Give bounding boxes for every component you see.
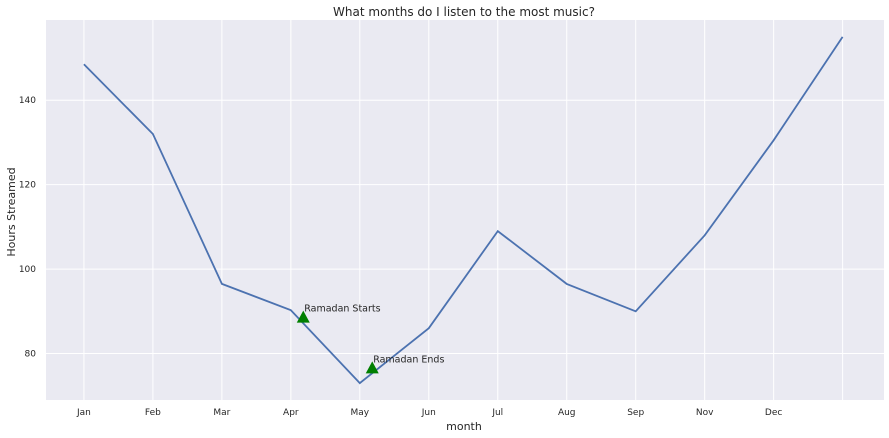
x-tick-label: May	[351, 408, 370, 418]
x-tick-label: Dec	[765, 408, 782, 418]
annotation-marker	[365, 361, 379, 374]
y-tick-label: 140	[19, 96, 36, 106]
grid-lines	[46, 20, 884, 400]
x-tick-label: Sep	[627, 408, 644, 418]
series-line	[83, 36, 844, 385]
y-tick-label: 120	[19, 181, 36, 191]
y-tick-label: 100	[19, 265, 36, 275]
annotation-label: Ramadan Starts	[304, 304, 380, 315]
y-tick-labels: 80 100 120 140	[19, 96, 36, 359]
annotations: Ramadan Starts Ramadan Ends	[296, 304, 444, 374]
plot-area	[46, 20, 884, 400]
x-axis-label: month	[446, 420, 482, 433]
x-tick-label: Nov	[696, 408, 714, 418]
x-tick-label: Feb	[145, 408, 161, 418]
x-tick-label: Jul	[491, 408, 503, 418]
y-tick-label: 80	[25, 350, 37, 360]
annotation-label: Ramadan Ends	[373, 354, 444, 365]
x-tick-label: Aug	[558, 408, 576, 418]
x-tick-label: Mar	[213, 408, 230, 418]
x-tick-label: Apr	[283, 408, 299, 418]
x-tick-labels: Jan Feb Mar Apr May Jun Jul Aug Sep Nov Dec	[76, 408, 782, 418]
y-axis-label: Hours Streamed	[5, 167, 18, 256]
annotation-marker	[296, 310, 310, 323]
x-tick-label: Jan	[76, 408, 91, 418]
x-tick-label: Jun	[421, 408, 436, 418]
chart-title: What months do I listen to the most musi…	[333, 5, 595, 19]
